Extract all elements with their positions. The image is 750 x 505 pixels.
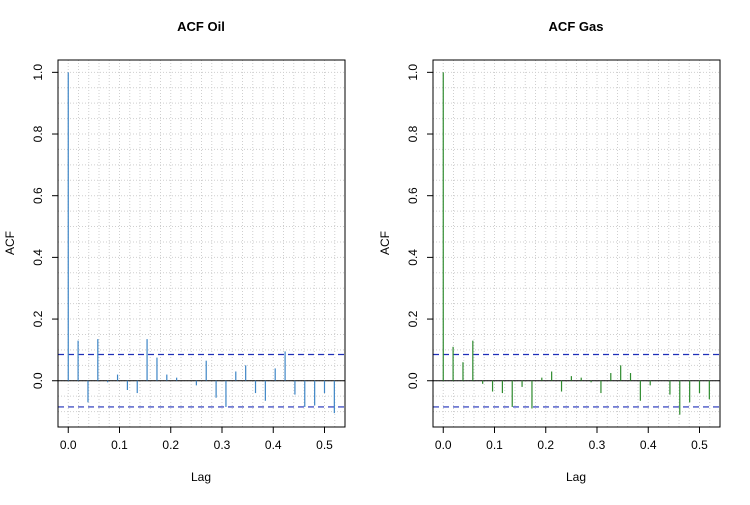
y-axis-label: ACF	[3, 231, 17, 255]
y-tick-label: 0.2	[406, 310, 420, 327]
x-axis-label: Lag	[191, 470, 211, 484]
x-axis-label: Lag	[566, 470, 586, 484]
acf-oil-panel: ACF Oil ACF Lag 0.0 0.1 0.2 0.3 0.4 0.5 0.0 0.2…	[3, 19, 346, 484]
y-tick-label: 0.4	[406, 249, 420, 266]
chart-title: ACF Gas	[549, 19, 604, 34]
y-tick-label: 0.0	[406, 372, 420, 389]
acf-gas-panel: ACF Gas ACF Lag 0.0 0.1 0.2 0.3 0.4 0.5 0.0 0.2…	[378, 19, 721, 484]
x-tick-label: 0.2	[537, 438, 554, 452]
x-tick-label: 0.4	[265, 438, 282, 452]
x-tick-label: 0.0	[60, 438, 77, 452]
y-tick-label: 0.2	[31, 310, 45, 327]
chart-title: ACF Oil	[177, 19, 225, 34]
x-tick-label: 0.3	[589, 438, 606, 452]
x-tick-label: 0.5	[316, 438, 333, 452]
x-tick-label: 0.1	[486, 438, 503, 452]
x-tick-label: 0.4	[640, 438, 657, 452]
y-tick-label: 1.0	[406, 64, 420, 81]
y-tick-label: 1.0	[31, 64, 45, 81]
y-tick-label: 0.6	[31, 187, 45, 204]
x-tick-label: 0.5	[691, 438, 708, 452]
y-tick-label: 0.6	[406, 187, 420, 204]
x-tick-label: 0.3	[214, 438, 231, 452]
plot-frame	[57, 59, 346, 428]
x-tick-label: 0.0	[435, 438, 452, 452]
y-tick-label: 0.8	[406, 125, 420, 142]
y-axis-label: ACF	[378, 231, 392, 255]
x-tick-label: 0.1	[111, 438, 128, 452]
plot-frame	[432, 59, 721, 428]
x-tick-label: 0.2	[162, 438, 179, 452]
y-tick-label: 0.0	[31, 372, 45, 389]
y-tick-label: 0.8	[31, 125, 45, 142]
y-tick-label: 0.4	[31, 249, 45, 266]
